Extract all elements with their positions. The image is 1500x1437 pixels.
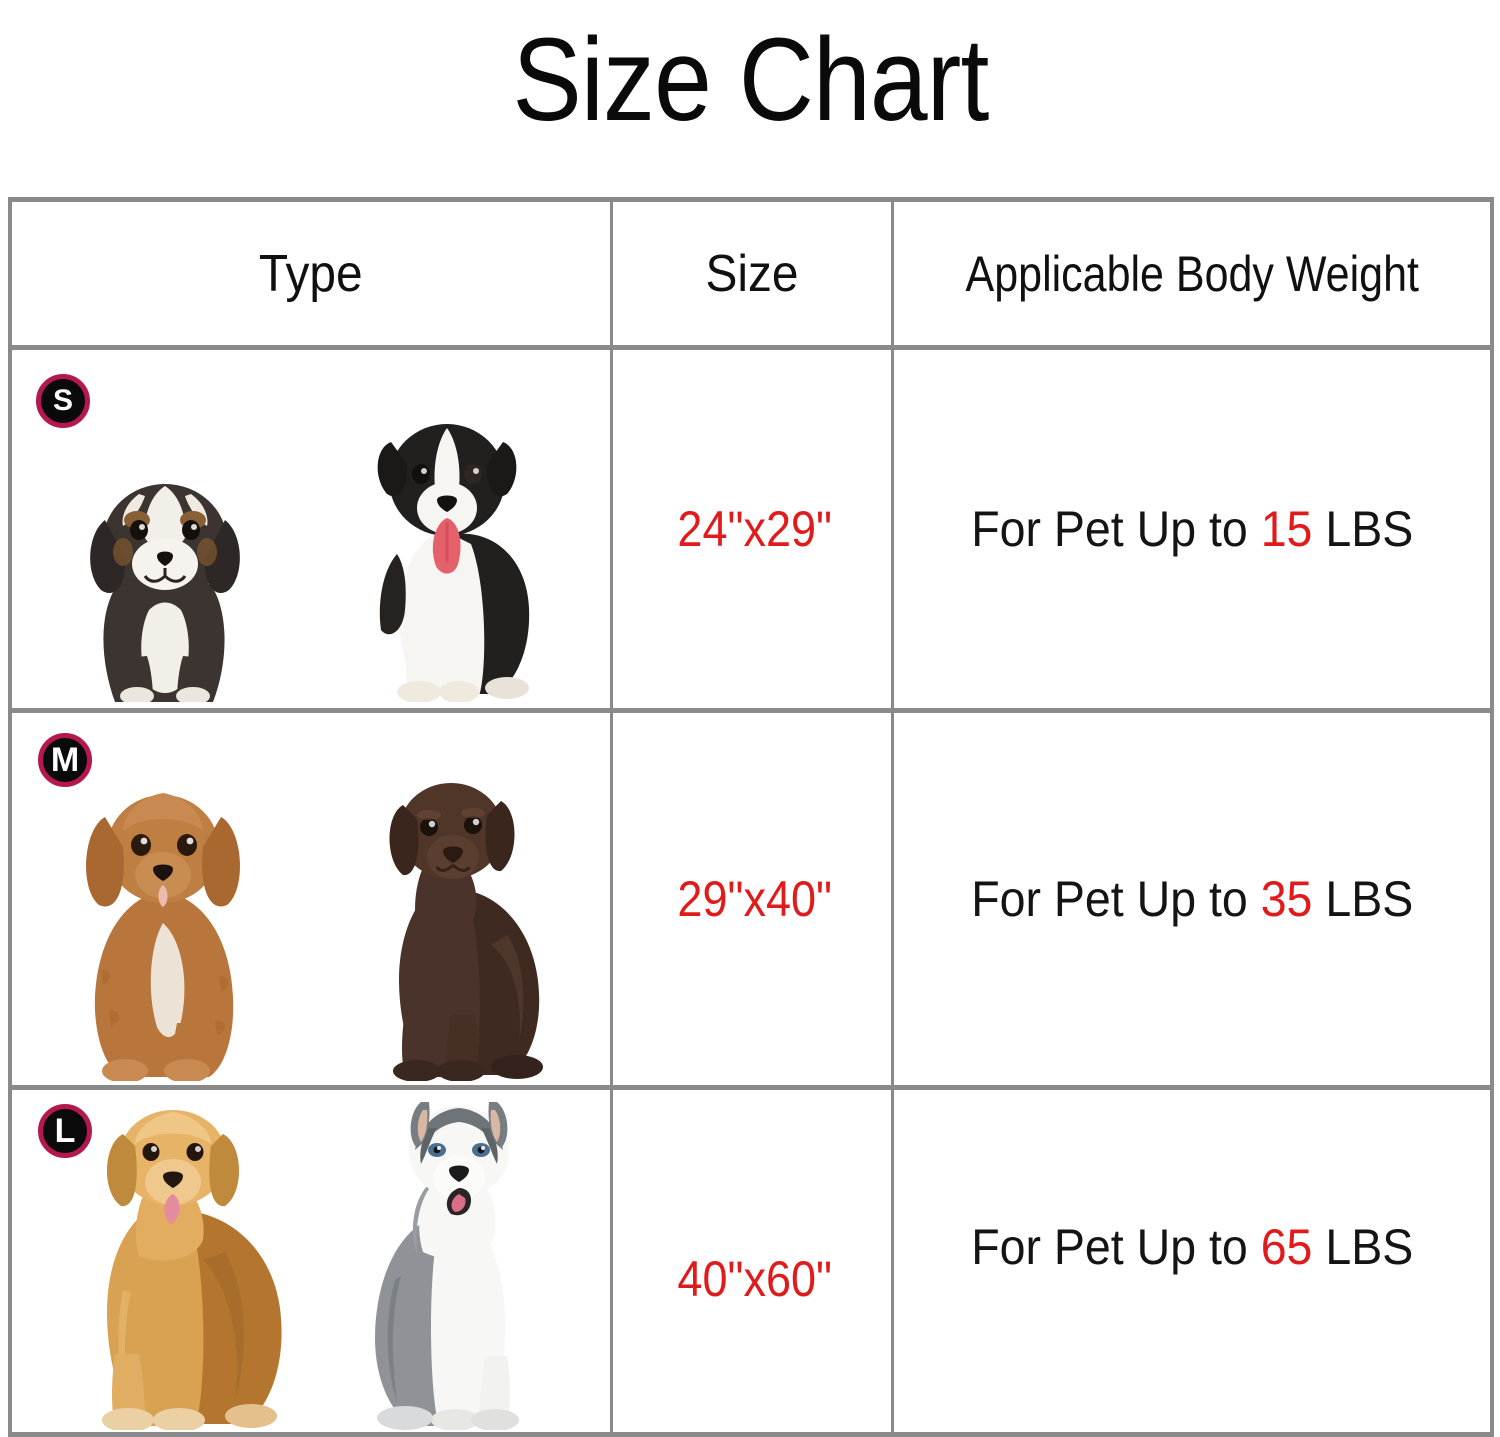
size-chart-table: Type Size Applicable Body Weight S (8, 197, 1494, 1437)
type-cell-large: L (8, 1086, 613, 1437)
weight-cell-medium: For Pet Up to 35 LBS (890, 708, 1494, 1090)
size-badge-s: S (36, 374, 90, 428)
type-cell-small: S (8, 346, 613, 712)
column-header-type-label: Type (258, 244, 363, 303)
size-badge-m: M (38, 733, 92, 787)
dog-illustrations-large (12, 1088, 610, 1432)
column-header-weight-label: Applicable Body Weight (965, 245, 1419, 302)
column-header-size-label: Size (704, 244, 799, 303)
size-badge-l: L (38, 1104, 92, 1158)
dog-chocolate-labrador (341, 765, 557, 1081)
column-header-type: Type (8, 197, 613, 350)
size-value-large: 40"x60" (676, 1251, 832, 1307)
weight-number: 15 (1260, 501, 1312, 557)
weight-number: 65 (1260, 1219, 1312, 1275)
weight-cell-large: For Pet Up to 65 LBS (890, 1086, 1494, 1437)
weight-number: 35 (1260, 871, 1312, 927)
table-row: L (8, 1086, 1494, 1437)
dog-siberian-husky (343, 1094, 569, 1430)
size-cell-small: 24"x29" (609, 346, 894, 712)
dog-golden-retriever (53, 1100, 299, 1430)
table-row: M (8, 708, 1494, 1090)
dog-illustrations-medium (12, 709, 610, 1085)
weight-value-medium: For Pet Up to 35 LBS (914, 870, 1469, 928)
weight-value-large: For Pet Up to 65 LBS (914, 1218, 1469, 1276)
type-cell-medium: M (8, 708, 613, 1090)
weight-cell-small: For Pet Up to 15 LBS (890, 346, 1494, 712)
weight-suffix: LBS (1311, 501, 1413, 557)
dog-cockapoo (65, 771, 261, 1081)
weight-prefix: For Pet Up to (970, 501, 1261, 557)
title-bar: Size Chart (0, 0, 1500, 160)
dog-border-collie-puppy (347, 402, 543, 702)
column-header-weight: Applicable Body Weight (890, 197, 1494, 350)
size-cell-medium: 29"x40" (609, 708, 894, 1090)
table-header-row: Type Size Applicable Body Weight (8, 197, 1494, 350)
page-title: Size Chart (512, 14, 989, 146)
weight-suffix: LBS (1311, 871, 1413, 927)
weight-suffix: LBS (1311, 1219, 1413, 1275)
size-value-medium: 29"x40" (676, 871, 832, 927)
table-row: S (8, 346, 1494, 712)
column-header-size: Size (609, 197, 894, 350)
weight-prefix: For Pet Up to (970, 871, 1261, 927)
size-value-small: 24"x29" (676, 501, 832, 557)
weight-prefix: For Pet Up to (970, 1219, 1261, 1275)
size-cell-large: 40"x60" (609, 1086, 894, 1437)
weight-value-small: For Pet Up to 15 LBS (914, 500, 1469, 558)
dog-illustrations-small (12, 344, 610, 708)
dog-bernedoodle-puppy (79, 434, 251, 702)
